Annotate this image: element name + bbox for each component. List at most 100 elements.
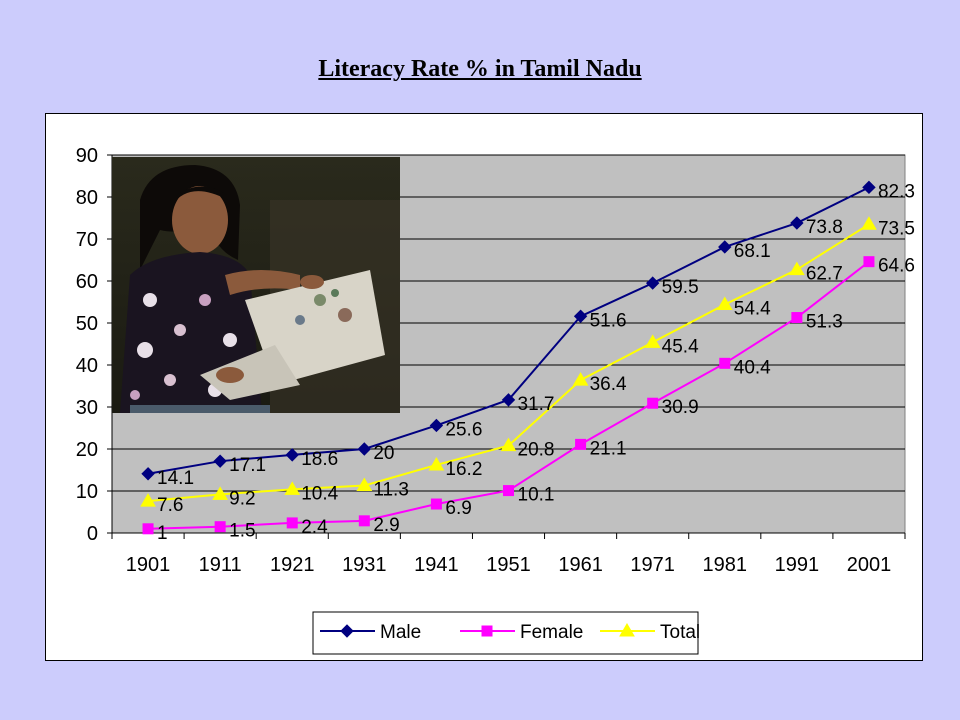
data-label-male: 18.6	[301, 449, 338, 470]
data-label-total: 7.6	[157, 495, 183, 516]
data-point-female	[214, 521, 226, 533]
legend-marker-male	[340, 624, 354, 638]
data-point-male	[285, 448, 299, 462]
data-label-total: 16.2	[445, 459, 482, 480]
data-label-female: 1.5	[229, 521, 255, 542]
data-label-male: 82.3	[878, 181, 915, 202]
x-tick-label: 1971	[630, 554, 675, 576]
data-label-male: 25.6	[445, 419, 482, 440]
y-tick-label: 30	[76, 397, 98, 419]
data-point-total	[788, 261, 805, 276]
data-label-total: 62.7	[806, 264, 843, 285]
data-label-total: 54.4	[734, 299, 771, 320]
data-point-female	[286, 517, 298, 529]
data-label-male: 20	[373, 443, 394, 464]
data-point-male	[645, 276, 660, 290]
x-tick-label: 1951	[486, 554, 531, 576]
data-label-female: 21.1	[590, 438, 627, 459]
data-label-male: 68.1	[734, 241, 771, 262]
data-point-female	[791, 312, 803, 324]
data-point-male	[141, 467, 155, 481]
data-label-female: 6.9	[445, 498, 471, 519]
data-label-total: 11.3	[373, 480, 409, 501]
data-label-female: 51.3	[806, 312, 843, 333]
data-label-female: 10.1	[518, 485, 555, 506]
data-point-male	[718, 240, 732, 254]
data-point-female	[430, 498, 442, 510]
y-tick-label: 50	[76, 313, 98, 335]
x-tick-label: 1961	[558, 554, 603, 576]
data-label-total: 36.4	[590, 374, 627, 395]
x-tick-label: 1931	[342, 554, 387, 576]
data-label-total: 10.4	[301, 483, 338, 504]
data-point-total	[572, 372, 589, 386]
data-label-female: 1	[157, 523, 168, 544]
x-tick-label: 2001	[847, 554, 892, 576]
data-point-female	[503, 485, 514, 497]
legend-label-female: Female	[520, 622, 583, 643]
data-label-female: 64.6	[878, 256, 915, 277]
data-point-male	[357, 442, 372, 456]
data-point-total	[212, 486, 229, 500]
data-point-female	[863, 256, 875, 268]
legend-marker-total	[619, 623, 635, 637]
data-label-male: 17.1	[229, 455, 266, 476]
data-label-male: 51.6	[590, 310, 627, 331]
series-lines	[140, 180, 877, 535]
x-axis-ticks: 1901 1911 1921 1931 1941 1951 1961 1971 1981 1991…	[111, 532, 906, 576]
data-point-male	[501, 393, 516, 407]
data-point-total	[428, 456, 445, 471]
y-tick-label: 10	[76, 481, 98, 503]
data-point-total	[861, 216, 877, 230]
y-tick-label: 60	[76, 271, 98, 293]
data-point-female	[142, 523, 154, 535]
data-point-total	[644, 334, 661, 348]
y-tick-label: 80	[76, 187, 98, 209]
legend-marker-female	[481, 625, 493, 637]
data-label-male: 14.1	[157, 468, 194, 489]
data-label-male: 73.8	[806, 217, 843, 238]
y-tick-label: 70	[76, 229, 98, 251]
data-label-male: 59.5	[662, 277, 699, 298]
y-axis-ticks: 0 10 20 30 40 50 60 70 80 90	[76, 145, 113, 545]
x-tick-label: 1921	[270, 554, 315, 576]
data-point-male	[790, 216, 804, 230]
x-tick-label: 1901	[126, 554, 171, 576]
data-point-total	[356, 477, 373, 492]
y-tick-label: 20	[76, 439, 98, 461]
data-point-male	[213, 454, 227, 468]
data-point-female	[575, 438, 587, 450]
x-tick-label: 1911	[199, 554, 242, 576]
data-label-male: 31.7	[518, 394, 555, 415]
x-tick-label: 1981	[703, 554, 748, 576]
y-tick-label: 90	[76, 145, 98, 167]
legend-label-total: Total	[660, 622, 700, 643]
data-point-female	[647, 397, 659, 409]
data-point-male	[862, 180, 876, 195]
data-label-female: 2.9	[373, 515, 399, 536]
legend-label-male: Male	[380, 622, 421, 643]
x-tick-label: 1941	[414, 554, 459, 576]
legend-box	[312, 611, 699, 655]
data-point-female	[719, 357, 731, 369]
data-label-total: 20.8	[518, 440, 555, 461]
data-label-female: 40.4	[734, 357, 771, 378]
data-point-total	[500, 437, 517, 452]
y-tick-label: 0	[87, 523, 98, 545]
data-label-female: 30.9	[662, 397, 699, 418]
data-point-total	[284, 481, 301, 495]
data-label-total: 9.2	[229, 488, 255, 509]
legend: Male Female Total	[312, 611, 700, 655]
data-label-total: 73.5	[878, 218, 915, 239]
data-point-total	[716, 296, 733, 311]
data-labels: 14.1 17.1 18.6 20 25.6 31.7 51.6 59.5 68.1 73.8 82…	[157, 181, 915, 543]
x-tick-label: 1991	[775, 554, 820, 576]
data-point-male	[429, 418, 444, 433]
page-title: Literacy Rate % in Tamil Nadu	[318, 56, 642, 82]
data-label-total: 45.4	[662, 336, 699, 357]
girl-reading-photo	[112, 157, 400, 413]
y-tick-label: 40	[76, 355, 98, 377]
data-point-female	[358, 515, 370, 527]
data-point-male	[573, 309, 588, 323]
